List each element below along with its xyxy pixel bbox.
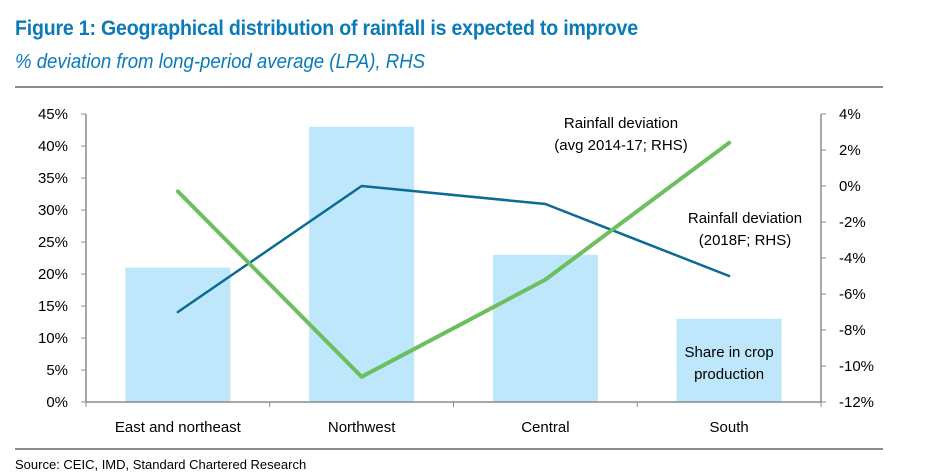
right-tick-label: -12% — [839, 394, 874, 411]
x-tick-label: Central — [521, 419, 569, 436]
bar-south — [676, 318, 782, 402]
left-tick-label: 0% — [46, 394, 68, 411]
annotation-avg-2014-17: Rainfall deviation — [564, 115, 678, 132]
right-tick-label: -2% — [839, 214, 866, 231]
annotation-2018f: Rainfall deviation — [688, 210, 802, 227]
x-tick-label: Northwest — [328, 419, 396, 436]
x-tick-label: East and northeast — [115, 419, 242, 436]
bar-northwest — [309, 126, 415, 403]
left-tick-label: 15% — [38, 298, 68, 315]
left-tick-label: 5% — [46, 362, 68, 379]
left-tick-label: 20% — [38, 266, 68, 283]
right-tick-label: -10% — [839, 358, 874, 375]
chart: 0% 5% 10% 15% 20% 25% 30% 35% 40% 45% -12% -10% -8% -… — [38, 106, 874, 436]
annotation-avg-2014-17: (avg 2014-17; RHS) — [554, 137, 687, 154]
left-tick-label: 25% — [38, 234, 68, 251]
bottom-divider — [15, 448, 883, 450]
annotation-crop-share: production — [694, 366, 764, 383]
annotation-2018f: (2018F; RHS) — [699, 232, 792, 249]
right-tick-label: -4% — [839, 250, 866, 267]
bar-central — [492, 254, 598, 402]
top-divider — [15, 86, 883, 88]
line-2018f — [175, 140, 732, 379]
left-tick-label: 10% — [38, 330, 68, 347]
right-tick-label: -6% — [839, 286, 866, 303]
line-avg-2014-17 — [176, 184, 731, 314]
right-tick-label: 2% — [839, 142, 861, 159]
right-tick-label: 4% — [839, 106, 861, 123]
right-tick-label: 0% — [839, 178, 861, 195]
annotation-crop-share: Share in crop — [685, 344, 774, 361]
bar-east-and-northeast — [125, 267, 231, 402]
x-tick-label: South — [710, 419, 749, 436]
left-tick-label: 35% — [38, 170, 68, 187]
right-tick-label: -8% — [839, 322, 866, 339]
source-note: Source: CEIC, IMD, Standard Chartered Re… — [15, 457, 307, 472]
chart-title: Figure 1: Geographical distribution of r… — [15, 17, 638, 40]
left-tick-label: 40% — [38, 138, 68, 155]
left-tick-label: 45% — [38, 106, 68, 123]
chart-subtitle: % deviation from long-period average (LP… — [15, 51, 426, 73]
left-tick-label: 30% — [38, 202, 68, 219]
